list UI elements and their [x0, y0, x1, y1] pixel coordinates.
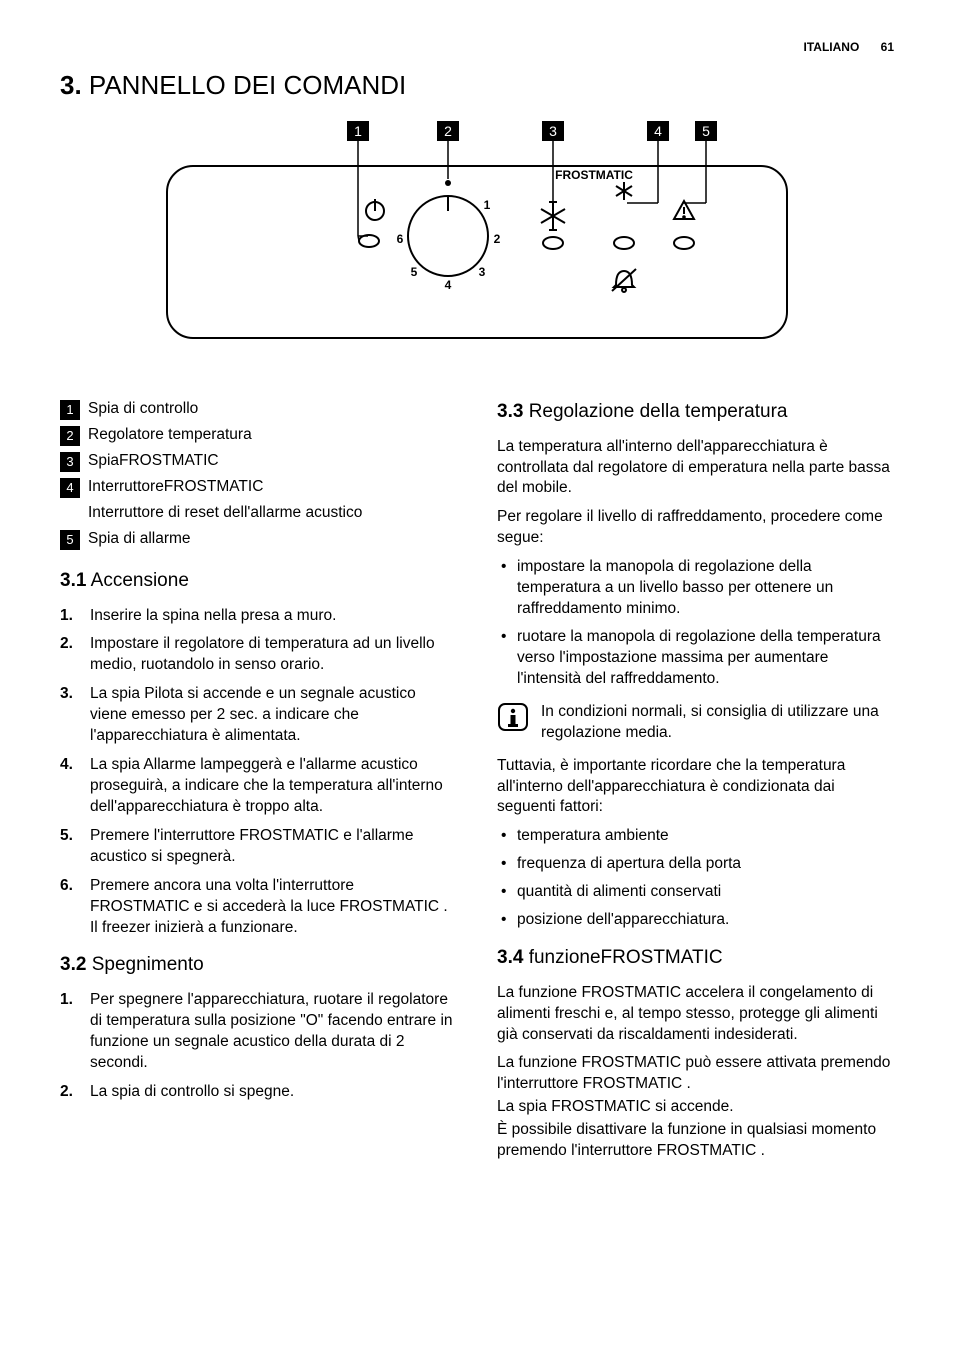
info-note: In condizioni normali, si consiglia di u… [497, 702, 894, 744]
legend-num: 4 [60, 478, 80, 498]
svg-text:3: 3 [549, 123, 557, 139]
paragraph: La funzione FROSTMATIC può essere attiva… [497, 1053, 894, 1095]
svg-text:4: 4 [654, 123, 662, 139]
legend-text: Spia di controllo [88, 399, 457, 420]
paragraph: La funzione FROSTMATIC accelera il conge… [497, 983, 894, 1046]
subsection-33-list2: temperatura ambiente frequenza di apertu… [497, 826, 894, 931]
legend-row: 1 Spia di controllo [60, 399, 457, 420]
paragraph: Tuttavia, è importante ricordare che la … [497, 756, 894, 819]
subsection-31-heading: 3.1 Accensione [60, 568, 457, 594]
legend-row: Interruttore di reset dell'allarme acust… [60, 503, 457, 524]
subsection-34-heading: 3.4 funzioneFROSTMATIC [497, 945, 894, 971]
section-number: 3. [60, 70, 82, 100]
svg-text:FROSTMATIC: FROSTMATIC [555, 168, 633, 182]
svg-text:2: 2 [494, 232, 501, 246]
list-item: posizione dell'apparecchiatura. [497, 910, 894, 931]
info-text: In condizioni normali, si consiglia di u… [541, 702, 894, 744]
list-item: Premere l'interruttore FROSTMATIC e l'al… [60, 826, 457, 868]
legend-row: 5 Spia di allarme [60, 529, 457, 550]
left-column: 1 Spia di controllo 2 Regolatore temperatu… [60, 399, 457, 1170]
legend-row: 2 Regolatore temperatura [60, 425, 457, 446]
legend-num: 1 [60, 400, 80, 420]
list-item: Impostare il regolatore di temperatura a… [60, 634, 457, 676]
subsection-32-heading: 3.2 Spegnimento [60, 952, 457, 978]
list-item: La spia di controllo si spegne. [60, 1082, 457, 1103]
list-item: temperatura ambiente [497, 826, 894, 847]
list-item: Premere ancora una volta l'interruttore … [60, 876, 457, 939]
legend-text: Regolatore temperatura [88, 425, 457, 446]
diagram-legend: 1 Spia di controllo 2 Regolatore temperatu… [60, 399, 457, 550]
legend-num: 2 [60, 426, 80, 446]
legend-row: 3 SpiaFROSTMATIC [60, 451, 457, 472]
legend-num: 5 [60, 530, 80, 550]
page-number: 61 [881, 40, 894, 54]
list-item: Inserire la spina nella presa a muro. [60, 606, 457, 627]
list-item: Per spegnere l'apparecchiatura, ruotare … [60, 990, 457, 1074]
svg-text:6: 6 [397, 232, 404, 246]
paragraph: La temperatura all'interno dell'apparecc… [497, 437, 894, 500]
subsection-33-heading: 3.3 Regolazione della temperatura [497, 399, 894, 425]
svg-text:2: 2 [444, 123, 452, 139]
list-item: La spia Pilota si accende e un segnale a… [60, 684, 457, 747]
svg-text:1: 1 [484, 198, 491, 212]
control-panel-diagram: 1 2 3 4 5 [60, 121, 894, 371]
section-title: 3. PANNELLO DEI COMANDI [60, 70, 894, 101]
list-item: frequenza di apertura della porta [497, 854, 894, 875]
svg-text:1: 1 [354, 123, 362, 139]
paragraph: Per regolare il livello di raffreddament… [497, 507, 894, 549]
subsection-32-list: Per spegnere l'apparecchiatura, ruotare … [60, 990, 457, 1103]
svg-text:5: 5 [702, 123, 710, 139]
legend-text: SpiaFROSTMATIC [88, 451, 457, 472]
svg-text:4: 4 [445, 278, 452, 292]
list-item: quantità di alimenti conservati [497, 882, 894, 903]
list-item: ruotare la manopola di regolazione della… [497, 627, 894, 690]
list-item: impostare la manopola di regolazione del… [497, 557, 894, 620]
right-column: 3.3 Regolazione della temperatura La tem… [497, 399, 894, 1170]
diagram-svg: 1 2 3 4 5 [127, 121, 827, 371]
subsection-31-list: Inserire la spina nella presa a muro. Im… [60, 606, 457, 939]
paragraph: La spia FROSTMATIC si accende. [497, 1097, 894, 1118]
language-label: ITALIANO [804, 40, 860, 54]
svg-text:3: 3 [479, 265, 486, 279]
info-icon [497, 702, 529, 732]
section-title-text: PANNELLO DEI COMANDI [89, 70, 406, 100]
svg-text:5: 5 [411, 265, 418, 279]
legend-num: 3 [60, 452, 80, 472]
subsection-33-list1: impostare la manopola di regolazione del… [497, 557, 894, 690]
body-columns: 1 Spia di controllo 2 Regolatore temperatu… [60, 399, 894, 1170]
legend-text: Spia di allarme [88, 529, 457, 550]
list-item: La spia Allarme lampeggerà e l'allarme a… [60, 755, 457, 818]
legend-row: 4 InterruttoreFROSTMATIC [60, 477, 457, 498]
page-header: ITALIANO 61 [804, 40, 894, 54]
legend-text: Interruttore di reset dell'allarme acust… [88, 503, 457, 524]
paragraph: È possibile disattivare la funzione in q… [497, 1120, 894, 1162]
legend-text: InterruttoreFROSTMATIC [88, 477, 457, 498]
